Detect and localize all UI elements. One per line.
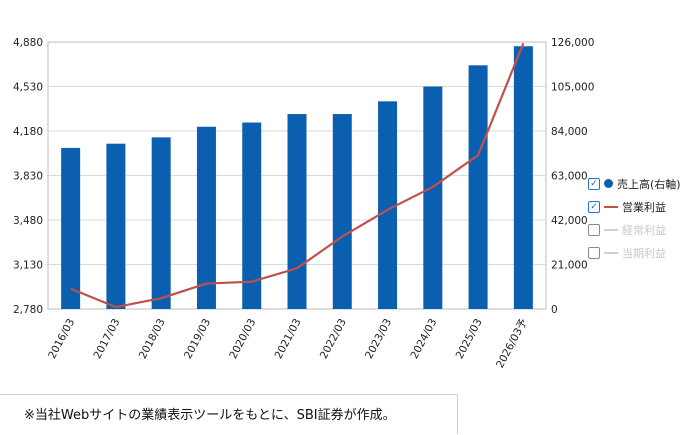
- right-tick-label: 84,000: [551, 126, 588, 138]
- right-tick-label: 105,000: [551, 82, 594, 94]
- x-tick-label: 2021/03: [273, 317, 304, 361]
- bar: [468, 65, 488, 309]
- right-tick-label: 42,000: [551, 215, 588, 227]
- x-tick-label: 2019/03: [182, 317, 213, 361]
- source-note-box: ※当社Webサイトの業績表示ツールをもとに、SBI証券が作成。: [0, 394, 458, 434]
- x-tick-label: 2025/03: [454, 317, 485, 361]
- right-tick-label: 126,000: [551, 37, 594, 49]
- left-tick-label: 3,130: [13, 260, 43, 272]
- legend-label-ordinary-profit: 経常利益: [622, 223, 666, 237]
- legend-checkbox-net-profit[interactable]: [588, 246, 600, 259]
- bar: [513, 46, 533, 309]
- x-tick-label: 2020/03: [227, 317, 258, 361]
- bar: [423, 86, 443, 309]
- x-tick-label: 2018/03: [137, 317, 168, 361]
- bar: [242, 122, 262, 310]
- legend-item-sales[interactable]: ✓ 売上高(右軸): [588, 172, 681, 195]
- bar: [61, 147, 81, 309]
- right-tick-label: 63,000: [551, 171, 588, 183]
- bar: [151, 137, 171, 309]
- legend-item-net-profit[interactable]: 当期利益: [588, 241, 681, 264]
- legend-dot-icon: [604, 179, 613, 188]
- legend-item-operating-profit[interactable]: ✓ 営業利益: [588, 195, 681, 218]
- legend-checkbox-operating-profit[interactable]: ✓: [588, 200, 600, 213]
- bar: [196, 126, 216, 309]
- x-tick-label: 2022/03: [318, 317, 349, 361]
- chart: 2,780 0 3,130 21,000 3,480 42,000 3,830 63,000 4…: [13, 37, 594, 370]
- operating-profit-line: [70, 42, 525, 309]
- left-tick-label: 4,180: [13, 126, 43, 138]
- legend-checkbox-sales[interactable]: ✓: [588, 177, 600, 190]
- bar: [332, 114, 352, 309]
- legend-line-icon: [604, 205, 618, 208]
- left-tick-label: 3,480: [13, 215, 43, 227]
- legend: ✓ 売上高(右軸) ✓ 営業利益 経常利益 当期利益: [588, 172, 681, 264]
- legend-line-icon: [604, 228, 618, 231]
- x-tick-label: 2023/03: [363, 317, 394, 361]
- x-tick-label: 2024/03: [408, 317, 439, 361]
- left-tick-label: 4,880: [13, 37, 43, 49]
- legend-checkbox-ordinary-profit[interactable]: [588, 223, 600, 236]
- legend-label-net-profit: 当期利益: [622, 246, 666, 260]
- right-tick-label: 21,000: [551, 260, 588, 272]
- legend-label-sales: 売上高(右軸): [617, 177, 681, 191]
- right-tick-label: 0: [551, 304, 558, 316]
- left-tick-label: 4,530: [13, 82, 43, 94]
- x-tick-label: 2026/03予: [494, 317, 530, 370]
- x-tick-label: 2016/03: [46, 317, 77, 361]
- legend-line-icon: [604, 251, 618, 254]
- bar: [378, 101, 398, 309]
- legend-item-ordinary-profit[interactable]: 経常利益: [588, 218, 681, 241]
- legend-label-operating-profit: 営業利益: [622, 200, 666, 214]
- x-tick-label: 2017/03: [91, 317, 122, 361]
- left-tick-label: 2,780: [13, 304, 43, 316]
- bar: [106, 143, 126, 309]
- bar: [287, 114, 307, 309]
- source-note: ※当社Webサイトの業績表示ツールをもとに、SBI証券が作成。: [24, 408, 396, 423]
- left-tick-label: 3,830: [13, 171, 43, 183]
